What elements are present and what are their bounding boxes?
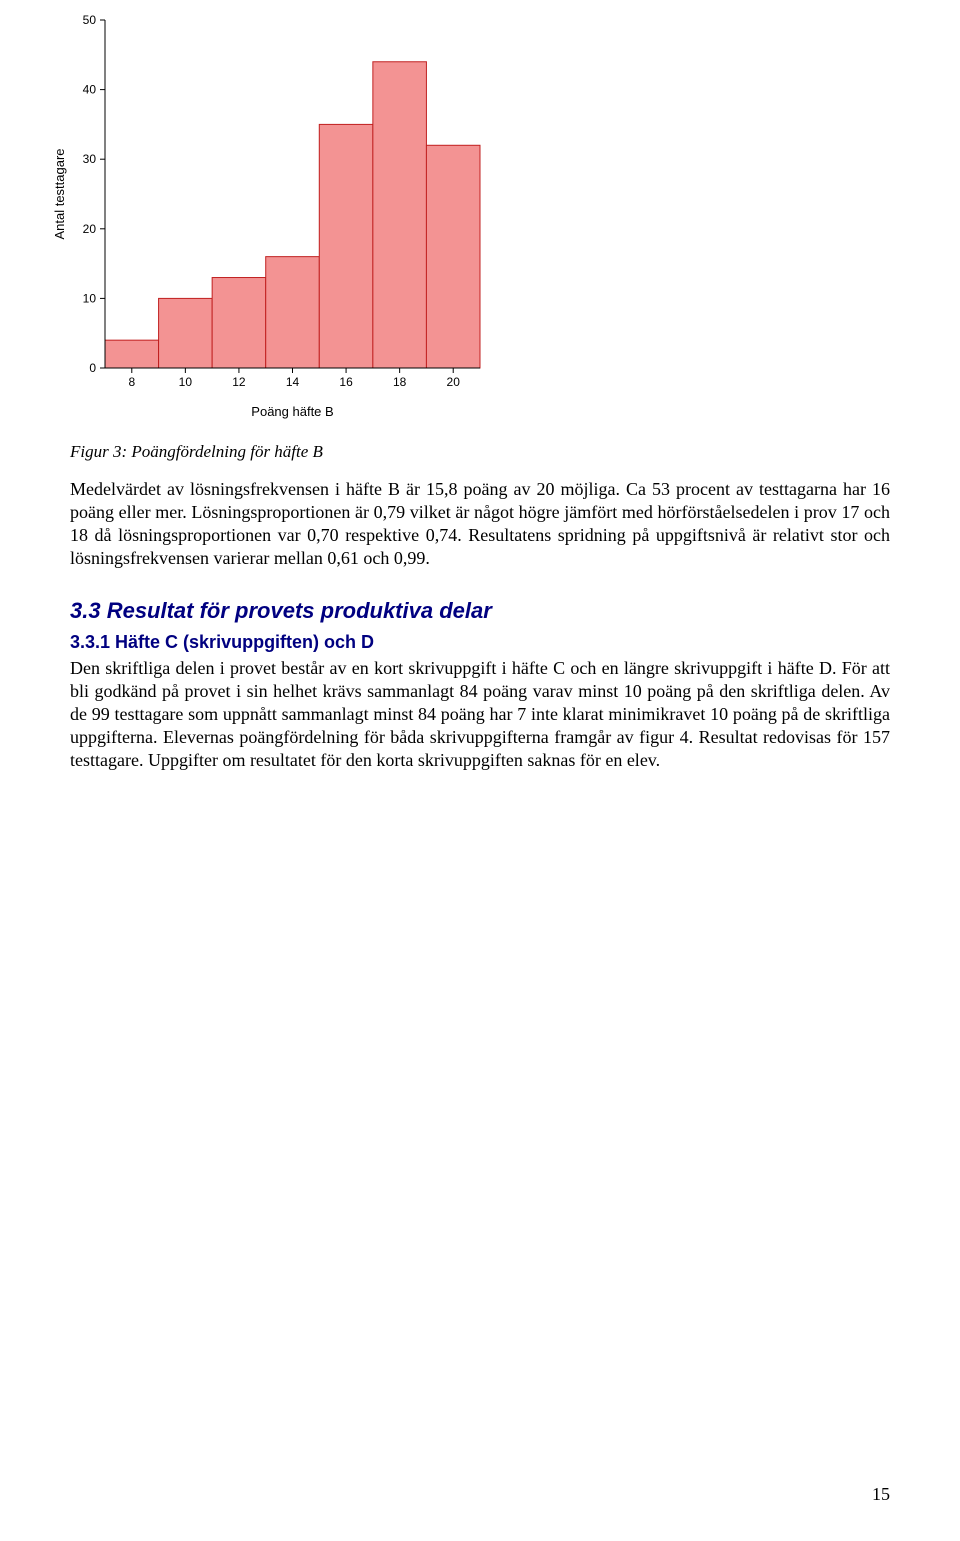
- x-tick-label: 10: [179, 375, 193, 389]
- histogram-bar: [426, 145, 480, 368]
- page-number: 15: [872, 1484, 890, 1505]
- histogram-bar: [266, 257, 320, 368]
- x-tick-label: 8: [128, 375, 135, 389]
- histogram-bar: [319, 124, 373, 368]
- x-tick-label: 16: [339, 375, 353, 389]
- y-tick-label: 0: [89, 361, 96, 375]
- chart-container: 0 10 20 30 40 50 8 10 12 14 16 18 20 Antal testtagare…: [50, 0, 530, 430]
- x-tick-label: 18: [393, 375, 407, 389]
- y-tick-label: 40: [83, 83, 97, 97]
- paragraph-2: Den skriftliga delen i provet består av …: [70, 657, 890, 772]
- histogram-chart: 0 10 20 30 40 50 8 10 12 14 16 18 20 Antal testtagare…: [50, 10, 490, 430]
- y-tick-label: 30: [83, 152, 97, 166]
- y-tick-label: 10: [83, 291, 97, 305]
- document-page: 0 10 20 30 40 50 8 10 12 14 16 18 20 Antal testtagare…: [0, 0, 960, 1541]
- subsection-heading-3-3-1: 3.3.1 Häfte C (skrivuppgiften) och D: [70, 632, 890, 653]
- x-tick-label: 12: [232, 375, 246, 389]
- histogram-bar: [373, 62, 427, 368]
- histogram-bar: [212, 278, 266, 368]
- y-axis-label: Antal testtagare: [52, 148, 67, 239]
- figure-caption: Figur 3: Poängfördelning för häfte B: [70, 442, 890, 462]
- section-heading-3-3: 3.3 Resultat för provets produktiva dela…: [70, 598, 890, 624]
- histogram-bar: [159, 298, 213, 368]
- x-tick-label: 20: [447, 375, 461, 389]
- y-tick-label: 20: [83, 222, 97, 236]
- x-axis-label: Poäng häfte B: [251, 404, 333, 419]
- paragraph-1: Medelvärdet av lösningsfrekvensen i häft…: [70, 478, 890, 570]
- x-tick-label: 14: [286, 375, 300, 389]
- y-tick-label: 50: [83, 13, 97, 27]
- histogram-bar: [105, 340, 159, 368]
